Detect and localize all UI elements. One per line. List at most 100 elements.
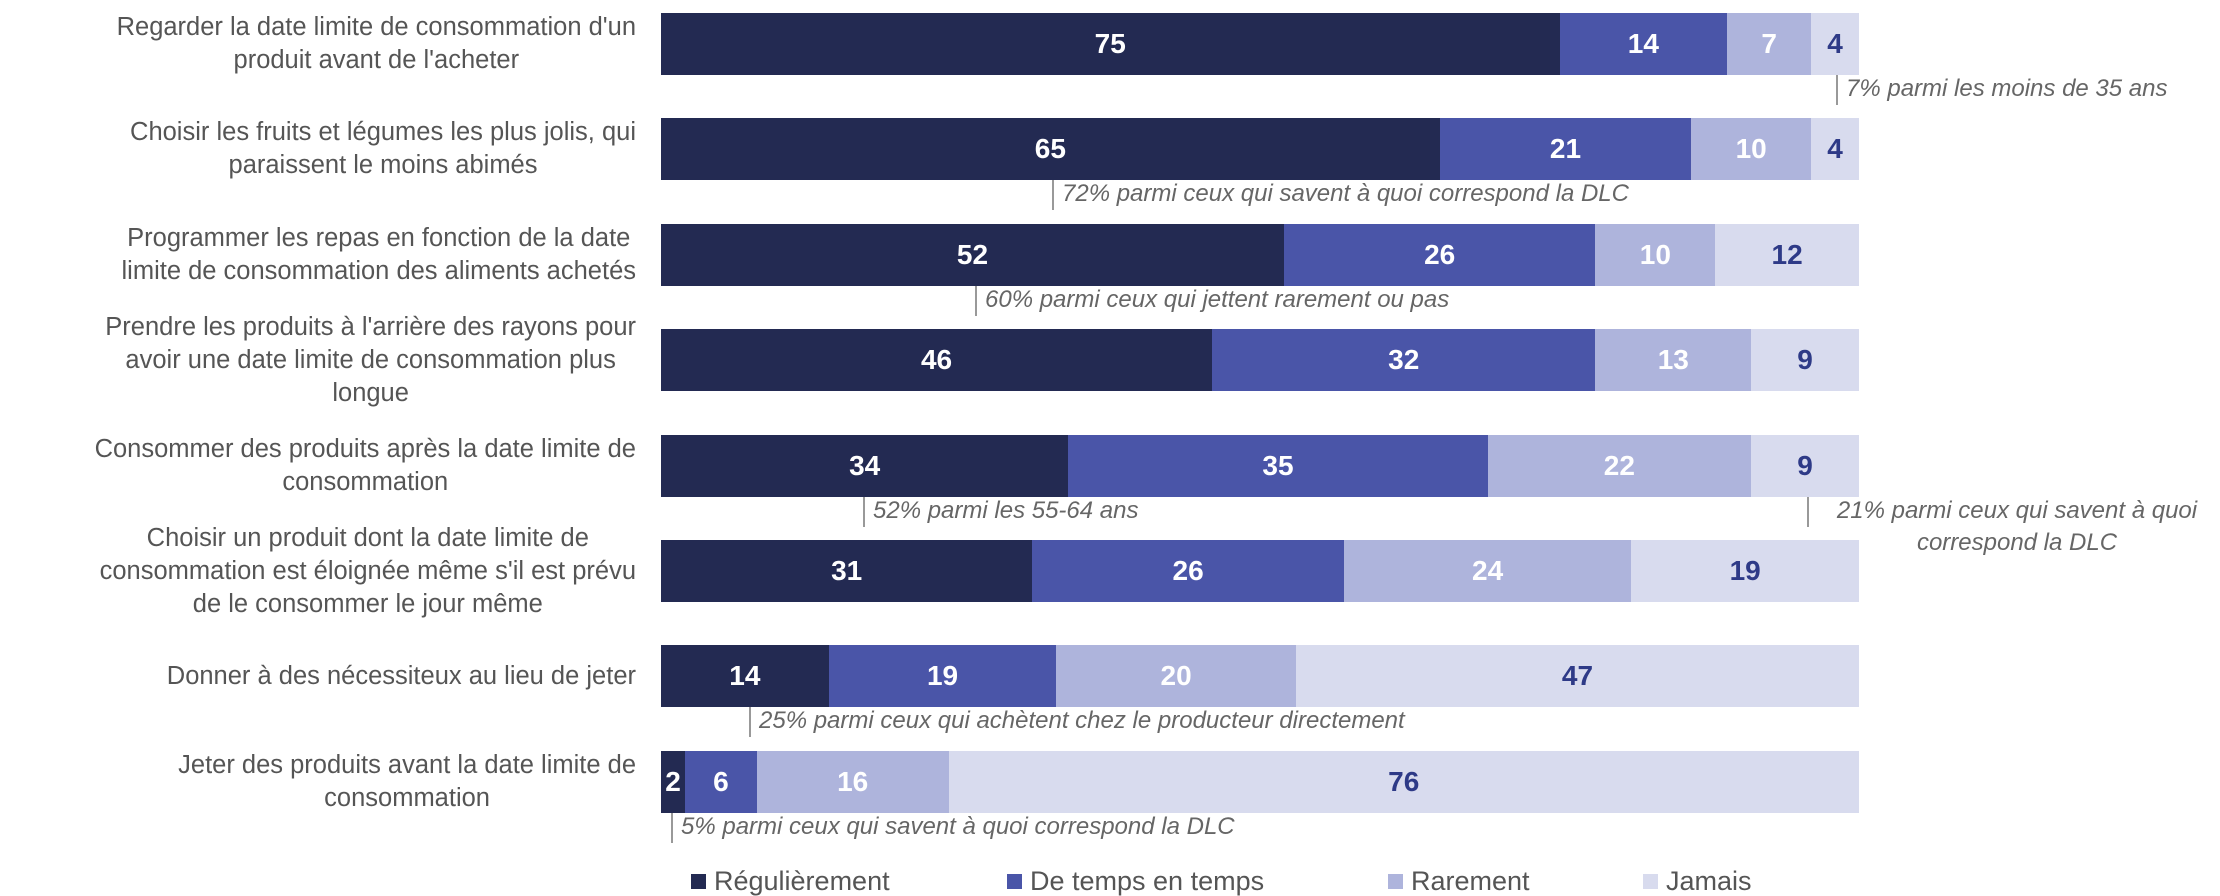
legend-item: Rarement <box>1388 864 1530 896</box>
value-label: 26 <box>1424 238 1456 270</box>
category-label: Prendre les produits à l'arrière des ray… <box>0 300 636 420</box>
category-text: Programmer les repas en fonction de la d… <box>121 223 637 285</box>
value-label: 12 <box>1771 238 1803 270</box>
value-label: 34 <box>849 449 881 481</box>
value-label: 20 <box>1160 660 1192 692</box>
bar-segment: 21 <box>1439 118 1692 181</box>
category-label: Choisir un produit dont la date limite d… <box>0 511 636 631</box>
bar-segment: 26 <box>1283 223 1596 286</box>
bar-segment: 9 <box>1751 434 1859 497</box>
value-label: 65 <box>1034 133 1066 165</box>
bar-segment: 34 <box>661 434 1069 497</box>
bar-segment: 46 <box>661 329 1213 392</box>
bar-segment: 10 <box>1691 118 1812 181</box>
value-label: 19 <box>1729 555 1761 586</box>
value-label: 7 <box>1761 28 1777 59</box>
value-label: 6 <box>713 765 729 797</box>
category-label: Programmer les repas en fonction de la d… <box>0 195 637 315</box>
bar-segment: 19 <box>828 645 1057 708</box>
legend-label: Rarement <box>1411 865 1530 896</box>
bar-segment: 14 <box>661 645 829 708</box>
bar-segment: 9 <box>1751 329 1859 392</box>
value-label: 24 <box>1472 555 1504 586</box>
annotation-marker <box>1807 496 1809 527</box>
annotation: 7% parmi les moins de 35 ans <box>1846 75 2168 102</box>
bar-segment: 12 <box>1715 223 1859 286</box>
value-label: 32 <box>1388 344 1420 376</box>
category-text: Prendre les produits à l'arrière des ray… <box>105 312 636 407</box>
bar-segment: 47 <box>1295 645 1859 708</box>
value-label: 9 <box>1797 449 1813 481</box>
bar-segment: 16 <box>756 750 949 813</box>
annotation-marker <box>863 496 865 527</box>
bar-segment: 24 <box>1343 540 1632 602</box>
annotation: 60% parmi ceux qui jettent rarement ou p… <box>985 285 1450 313</box>
bar-segment: 2 <box>661 750 685 813</box>
value-label: 10 <box>1639 238 1671 270</box>
value-label: 46 <box>920 344 953 376</box>
bar-segment: 26 <box>1032 540 1344 602</box>
legend-label: De temps en temps <box>1030 865 1265 896</box>
value-label: 4 <box>1827 28 1843 59</box>
legend-label: Régulièrement <box>714 865 890 896</box>
value-label: 35 <box>1262 449 1294 481</box>
category-text: Choisir les fruits et légumes les plus j… <box>130 118 636 180</box>
category-text: Consommer des produits après la date lim… <box>94 434 636 496</box>
value-label: 13 <box>1657 344 1689 376</box>
bar-segment: 35 <box>1068 434 1488 497</box>
category-text: Jeter des produits avant la date limite … <box>178 750 636 812</box>
bar-segment: 4 <box>1811 13 1859 75</box>
annotation: 25% parmi ceux qui achètent chez le prod… <box>759 707 1405 735</box>
value-label: 19 <box>926 660 959 692</box>
annotation-marker <box>975 285 977 316</box>
bar-segment: 76 <box>948 750 1859 813</box>
legend-item: Jamais <box>1643 864 1752 896</box>
annotation: 72% parmi ceux qui savent à quoi corresp… <box>1062 180 1629 208</box>
annotation-marker <box>1836 75 1838 105</box>
value-label: 14 <box>729 660 761 692</box>
value-label: 10 <box>1735 133 1767 165</box>
legend-swatch <box>1388 873 1403 889</box>
value-label: 22 <box>1603 449 1635 481</box>
bar-segment: 13 <box>1595 329 1752 392</box>
category-text: Choisir un produit dont la date limite d… <box>99 523 636 618</box>
annotation-marker <box>1052 180 1054 211</box>
value-label: 9 <box>1797 344 1813 376</box>
value-label: 2 <box>665 765 681 797</box>
legend-swatch <box>691 873 706 889</box>
annotation: 5% parmi ceux qui savent à quoi correspo… <box>681 812 1235 840</box>
bar-segment: 20 <box>1056 645 1296 708</box>
category-label: Consommer des produits après la date lim… <box>0 406 636 526</box>
bar-segment: 14 <box>1559 13 1728 75</box>
annotation: 21% parmi ceux qui savent à quoi corresp… <box>1836 496 2198 556</box>
value-label: 4 <box>1827 133 1843 165</box>
value-label: 26 <box>1172 555 1204 586</box>
category-label: Jeter des produits avant la date limite … <box>0 722 636 842</box>
legend-item: Régulièrement <box>691 864 890 896</box>
value-label: 14 <box>1627 28 1659 59</box>
value-label: 75 <box>1094 28 1126 59</box>
value-label: 31 <box>831 555 863 586</box>
bar-segment: 6 <box>684 750 757 813</box>
bar-segment: 10 <box>1595 223 1716 286</box>
bar-segment: 22 <box>1487 434 1752 497</box>
category-label: Donner à des nécessiteux au lieu de jete… <box>0 616 636 736</box>
value-label: 16 <box>837 765 869 797</box>
value-label: 52 <box>956 238 989 270</box>
bar-segment: 65 <box>661 118 1440 181</box>
legend-swatch <box>1643 873 1658 889</box>
bar-segment: 52 <box>661 223 1284 286</box>
bar-segment: 75 <box>661 13 1560 75</box>
legend-label: Jamais <box>1666 865 1752 896</box>
legend-item: De temps en temps <box>1007 864 1264 896</box>
annotation-marker <box>671 812 673 843</box>
annotation: 52% parmi les 55-64 ans <box>873 496 1139 524</box>
category-label: Choisir les fruits et légumes les plus j… <box>0 89 636 209</box>
category-label: Regarder la date limite de consommation … <box>0 0 636 104</box>
bar-segment: 32 <box>1212 329 1596 392</box>
bar-segment: 4 <box>1811 118 1859 181</box>
category-text: Regarder la date limite de consommation … <box>116 13 636 74</box>
bar-segment: 31 <box>661 540 1033 602</box>
category-text: Donner à des nécessiteux au lieu de jete… <box>166 661 636 690</box>
